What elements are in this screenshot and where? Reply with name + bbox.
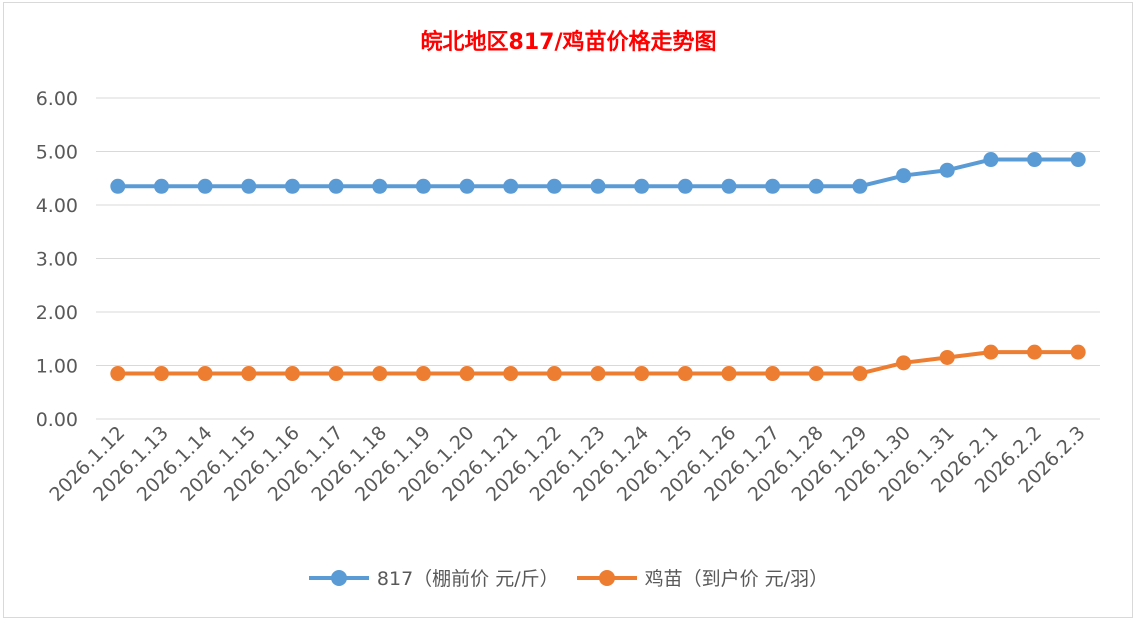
y-tick-label: 2.00 xyxy=(36,302,78,324)
y-axis-ticks: 0.00 1.00 2.00 3.00 4.00 5.00 6.00 xyxy=(36,88,78,431)
data-point-2[interactable] xyxy=(197,366,213,382)
data-point-2[interactable] xyxy=(328,366,344,382)
data-point-1[interactable] xyxy=(284,178,300,194)
legend-label-chick: 鸡苗（到户价 元/羽） xyxy=(644,568,829,590)
y-tick-label: 4.00 xyxy=(36,195,78,217)
legend-item-817[interactable]: 817（棚前价 元/斤） xyxy=(308,564,559,591)
series-layer xyxy=(110,152,1086,382)
data-point-2[interactable] xyxy=(677,366,693,382)
y-tick-label: 6.00 xyxy=(36,88,78,110)
chart-title: 皖北地区817/鸡苗价格走势图 xyxy=(420,30,717,55)
data-point-2[interactable] xyxy=(590,366,606,382)
y-tick-label: 0.00 xyxy=(36,409,78,431)
data-point-1[interactable] xyxy=(765,178,781,194)
data-point-2[interactable] xyxy=(765,366,781,382)
data-point-1[interactable] xyxy=(503,178,519,194)
data-point-2[interactable] xyxy=(896,355,912,371)
y-tick-label: 3.00 xyxy=(36,249,78,271)
data-point-1[interactable] xyxy=(983,152,999,168)
data-point-2[interactable] xyxy=(459,366,475,382)
data-point-1[interactable] xyxy=(546,178,562,194)
data-point-2[interactable] xyxy=(983,344,999,360)
data-point-1[interactable] xyxy=(590,178,606,194)
data-point-1[interactable] xyxy=(896,168,912,184)
data-point-1[interactable] xyxy=(721,178,737,194)
data-point-1[interactable] xyxy=(939,162,955,178)
data-point-2[interactable] xyxy=(634,366,650,382)
legend: 817（棚前价 元/斤） 鸡苗（到户价 元/羽） xyxy=(0,564,1137,591)
x-axis-ticks: 2026.1.122026.1.132026.1.142026.1.152026… xyxy=(45,422,1089,506)
legend-swatch-817 xyxy=(308,569,369,586)
legend-label-817: 817（棚前价 元/斤） xyxy=(376,568,559,590)
data-point-2[interactable] xyxy=(241,366,257,382)
data-point-2[interactable] xyxy=(939,349,955,365)
chart-frame xyxy=(3,2,1133,618)
data-point-1[interactable] xyxy=(808,178,824,194)
data-point-2[interactable] xyxy=(808,366,824,382)
data-point-1[interactable] xyxy=(110,178,126,194)
y-tick-label: 5.00 xyxy=(36,142,78,164)
data-point-1[interactable] xyxy=(153,178,169,194)
y-tick-label: 1.00 xyxy=(36,356,78,378)
data-point-2[interactable] xyxy=(110,366,126,382)
data-point-1[interactable] xyxy=(677,178,693,194)
data-point-1[interactable] xyxy=(197,178,213,194)
data-point-2[interactable] xyxy=(153,366,169,382)
data-point-1[interactable] xyxy=(852,178,868,194)
data-point-1[interactable] xyxy=(1027,152,1043,168)
data-point-1[interactable] xyxy=(459,178,475,194)
data-point-2[interactable] xyxy=(721,366,737,382)
data-point-2[interactable] xyxy=(1070,344,1086,360)
data-point-1[interactable] xyxy=(328,178,344,194)
grid-lines xyxy=(96,97,1100,420)
legend-swatch-chick xyxy=(576,569,637,586)
data-point-2[interactable] xyxy=(503,366,519,382)
data-point-2[interactable] xyxy=(372,366,388,382)
data-point-2[interactable] xyxy=(546,366,562,382)
legend-item-chick[interactable]: 鸡苗（到户价 元/羽） xyxy=(576,564,829,591)
data-point-1[interactable] xyxy=(241,178,257,194)
data-point-2[interactable] xyxy=(852,366,868,382)
data-point-1[interactable] xyxy=(415,178,431,194)
data-point-1[interactable] xyxy=(1070,152,1086,168)
data-point-2[interactable] xyxy=(415,366,431,382)
data-point-2[interactable] xyxy=(1027,344,1043,360)
data-point-1[interactable] xyxy=(634,178,650,194)
data-point-1[interactable] xyxy=(372,178,388,194)
data-point-2[interactable] xyxy=(284,366,300,382)
